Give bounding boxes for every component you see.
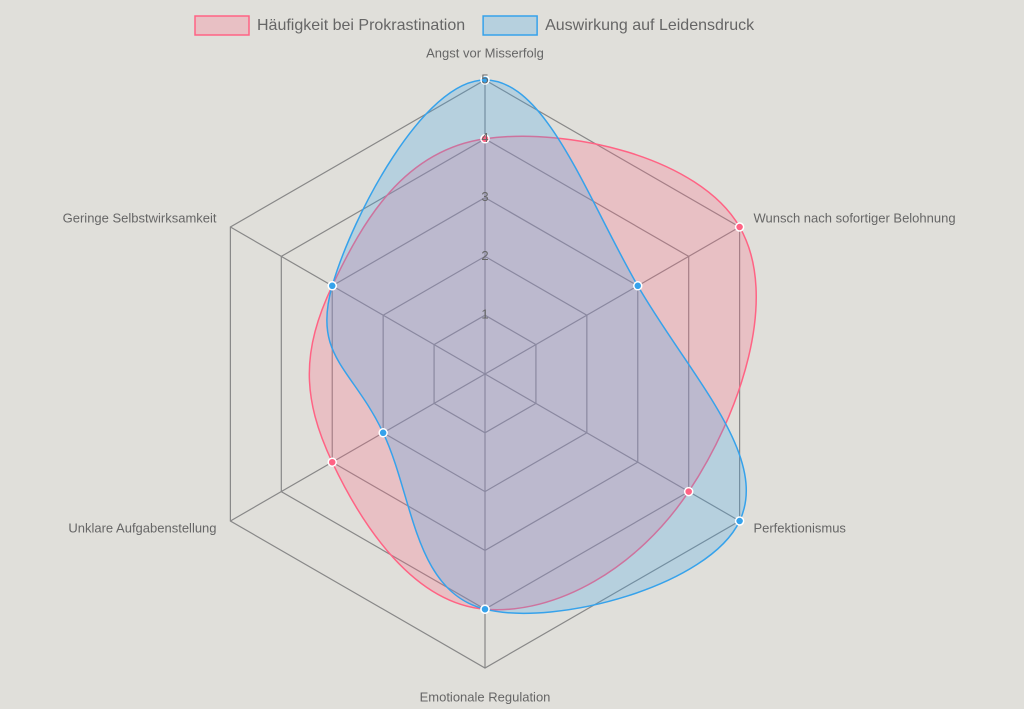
axis-label: Wunsch nach sofortiger Belohnung <box>753 210 955 225</box>
spoke <box>484 226 740 375</box>
legend-swatch <box>194 15 250 36</box>
axis-label: Perfektionismus <box>753 520 846 535</box>
legend-label: Häufigkeit bei Prokrastination <box>257 17 465 34</box>
tick-label: 5 <box>481 71 488 86</box>
tick-label: 3 <box>481 189 488 204</box>
tick-label: 1 <box>481 307 488 322</box>
axis-label: Geringe Selbstwirksamkeit <box>63 210 217 225</box>
data-point <box>378 428 388 438</box>
data-point <box>480 75 490 85</box>
legend-label: Auswirkung auf Leidensdruck <box>545 17 755 34</box>
data-point <box>734 222 745 232</box>
legend-swatch <box>482 15 538 36</box>
axis-label: Emotionale Regulation <box>420 689 551 704</box>
data-point <box>327 281 337 291</box>
spoke <box>230 373 486 522</box>
tick-label: 2 <box>481 248 488 263</box>
tick-label: 4 <box>481 130 488 145</box>
data-point <box>327 457 337 467</box>
data-point <box>633 281 643 291</box>
spoke <box>484 373 740 522</box>
data-point <box>734 516 745 526</box>
axis-label: Unklare Aufgabenstellung <box>68 520 216 535</box>
data-point <box>480 604 490 614</box>
data-point <box>480 134 490 144</box>
axis-label: Angst vor Misserfolg <box>426 45 544 60</box>
data-point <box>683 486 694 497</box>
spoke <box>230 226 486 375</box>
